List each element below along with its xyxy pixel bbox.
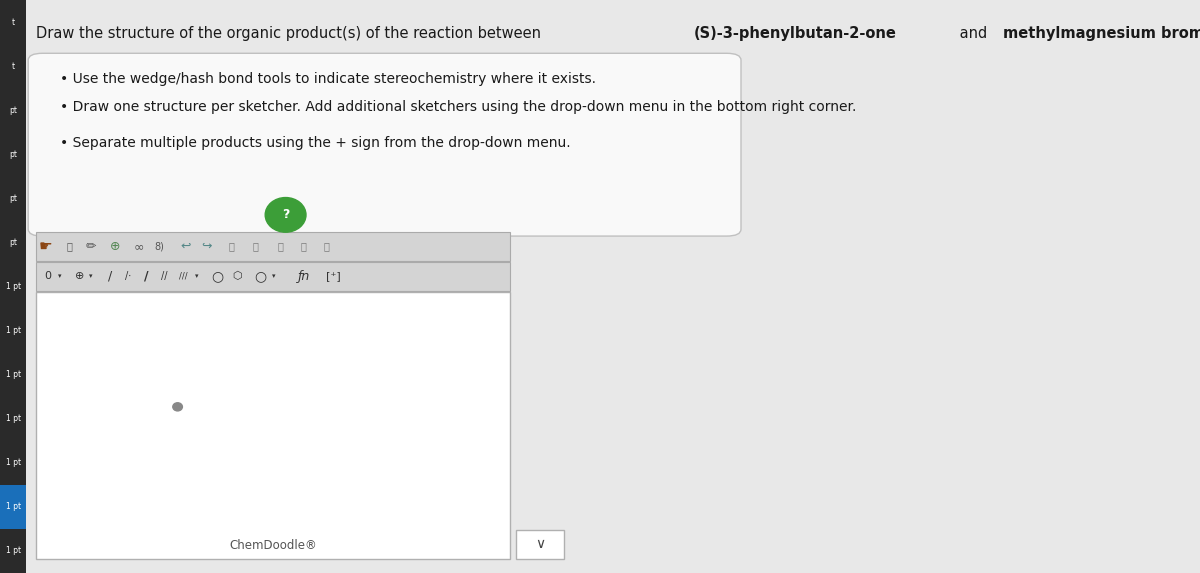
Text: /: / [144, 270, 149, 282]
Text: ⬡: ⬡ [233, 271, 242, 281]
Text: pt: pt [10, 238, 17, 247]
Text: 🔒: 🔒 [67, 241, 72, 252]
Text: /: / [108, 270, 113, 282]
Ellipse shape [265, 198, 306, 232]
Text: ▾: ▾ [90, 273, 92, 279]
Text: ?: ? [282, 209, 289, 221]
Text: 1 pt: 1 pt [6, 547, 20, 555]
FancyBboxPatch shape [0, 485, 26, 529]
FancyBboxPatch shape [0, 397, 26, 441]
Text: 🖼: 🖼 [229, 241, 234, 252]
Text: /⋅: /⋅ [125, 271, 132, 281]
Text: ∞: ∞ [134, 240, 144, 253]
FancyBboxPatch shape [0, 529, 26, 573]
Text: 1 pt: 1 pt [6, 414, 20, 423]
Text: 📋: 📋 [253, 241, 258, 252]
FancyBboxPatch shape [0, 352, 26, 397]
Text: 1 pt: 1 pt [6, 326, 20, 335]
Text: 0: 0 [44, 271, 52, 281]
FancyBboxPatch shape [0, 176, 26, 221]
Ellipse shape [173, 403, 182, 411]
Text: (S)-3-phenylbutan-2-one: (S)-3-phenylbutan-2-one [694, 26, 896, 41]
FancyBboxPatch shape [0, 88, 26, 132]
Text: ⊕: ⊕ [74, 271, 84, 281]
Text: ∨: ∨ [535, 537, 545, 551]
Text: pt: pt [10, 105, 17, 115]
Text: [⁺]: [⁺] [326, 271, 341, 281]
FancyBboxPatch shape [36, 262, 510, 291]
FancyBboxPatch shape [0, 308, 26, 352]
FancyBboxPatch shape [28, 53, 740, 236]
Text: ChemDoodle®: ChemDoodle® [229, 539, 317, 552]
FancyBboxPatch shape [516, 530, 564, 559]
Text: and: and [955, 26, 992, 41]
FancyBboxPatch shape [0, 265, 26, 308]
Text: ƒn: ƒn [298, 270, 310, 282]
FancyBboxPatch shape [0, 0, 26, 44]
Text: t: t [12, 18, 14, 26]
FancyBboxPatch shape [36, 292, 510, 559]
Text: • Separate multiple products using the + sign from the drop-down menu.: • Separate multiple products using the +… [60, 136, 571, 150]
FancyBboxPatch shape [0, 132, 26, 176]
Text: t: t [12, 62, 14, 70]
FancyBboxPatch shape [36, 232, 510, 261]
Text: • Draw one structure per sketcher. Add additional sketchers using the drop-down : • Draw one structure per sketcher. Add a… [60, 100, 857, 114]
Text: 1 pt: 1 pt [6, 503, 20, 511]
Text: ///: /// [179, 272, 188, 281]
FancyBboxPatch shape [0, 44, 26, 88]
Text: ▾: ▾ [59, 273, 61, 279]
Text: //: // [161, 271, 168, 281]
Text: 1 pt: 1 pt [6, 282, 20, 291]
Text: ↪: ↪ [202, 240, 211, 253]
Text: 🔍: 🔍 [278, 241, 283, 252]
Text: ▾: ▾ [272, 273, 275, 279]
Text: ○: ○ [254, 269, 266, 283]
FancyBboxPatch shape [0, 441, 26, 485]
Text: ✏: ✏ [86, 240, 96, 253]
Text: Draw the structure of the organic product(s) of the reaction between: Draw the structure of the organic produc… [36, 26, 546, 41]
Text: ▾: ▾ [196, 273, 198, 279]
Text: ↩: ↩ [181, 240, 191, 253]
Text: 🔎: 🔎 [301, 241, 306, 252]
Text: • Use the wedge/hash bond tools to indicate stereochemistry where it exists.: • Use the wedge/hash bond tools to indic… [60, 72, 596, 85]
Text: 1 pt: 1 pt [6, 458, 20, 468]
Text: pt: pt [10, 150, 17, 159]
Text: ○: ○ [211, 269, 223, 283]
Text: 8): 8) [155, 241, 164, 252]
Text: 🔑: 🔑 [324, 241, 329, 252]
Text: pt: pt [10, 194, 17, 203]
Text: 1 pt: 1 pt [6, 370, 20, 379]
Text: methylmagnesium bromide: methylmagnesium bromide [1003, 26, 1200, 41]
Text: ⊕: ⊕ [110, 240, 120, 253]
Text: ☛: ☛ [38, 239, 53, 254]
FancyBboxPatch shape [0, 221, 26, 265]
